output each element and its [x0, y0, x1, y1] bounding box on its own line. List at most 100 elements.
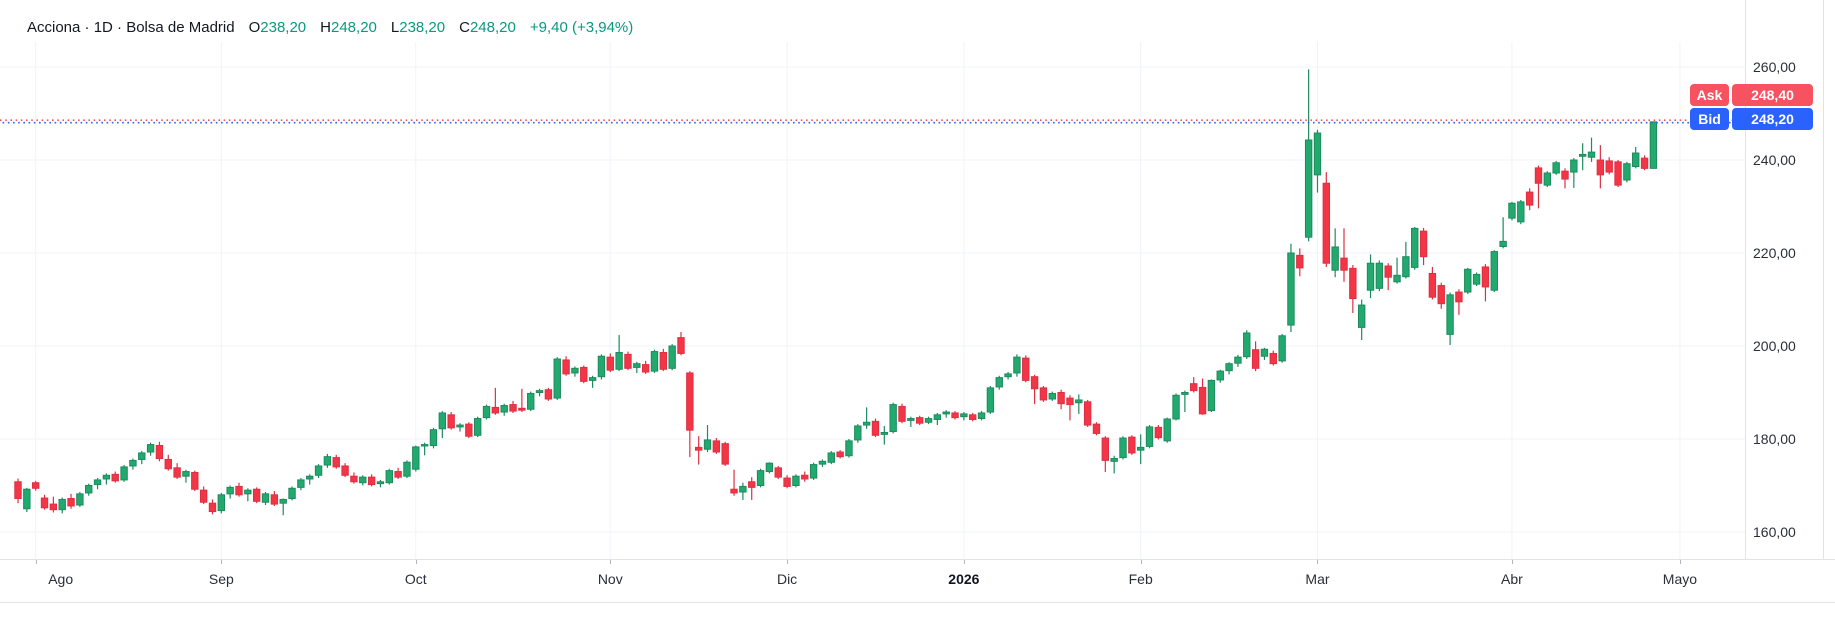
- candle: [76, 492, 84, 507]
- time-axis-label: Mar: [1305, 571, 1330, 587]
- candle-body: [76, 493, 84, 506]
- candle: [721, 441, 729, 466]
- candle: [1278, 333, 1286, 363]
- candle-body: [1154, 426, 1163, 439]
- candle-body: [783, 477, 791, 487]
- candle-body: [1481, 266, 1490, 288]
- candle-body: [155, 445, 164, 460]
- candle: [1578, 143, 1587, 171]
- candle: [1269, 350, 1277, 366]
- candle-body: [1101, 437, 1110, 461]
- candle-body: [1402, 256, 1410, 278]
- candle-body: [182, 471, 190, 477]
- candle-body: [1508, 202, 1516, 219]
- price-axis[interactable]: 260,00 240,00 220,00 200,00 180,00 160,00: [1745, 0, 1823, 603]
- candle-body: [1207, 379, 1216, 412]
- candle-body: [1119, 437, 1127, 459]
- candle: [862, 407, 871, 429]
- candle-body: [456, 424, 464, 428]
- candle: [1313, 129, 1322, 193]
- candle-body: [942, 411, 950, 415]
- candle-body: [394, 471, 402, 478]
- candle: [473, 416, 482, 438]
- candle: [1048, 391, 1056, 401]
- candle: [341, 463, 349, 478]
- candle-body: [624, 353, 632, 369]
- change-value: +9,40 (+3,94%): [529, 19, 634, 36]
- candle: [1287, 243, 1295, 333]
- candle: [120, 465, 128, 482]
- candle-body: [1534, 167, 1543, 184]
- candle-body: [1296, 254, 1304, 269]
- candle: [1119, 436, 1127, 460]
- candle-body: [1578, 153, 1587, 157]
- candle: [385, 468, 393, 485]
- candle: [1402, 241, 1410, 279]
- candle: [1022, 355, 1030, 383]
- candle-body: [1517, 201, 1525, 223]
- candle: [482, 404, 491, 420]
- candle-body: [1455, 291, 1463, 303]
- candle: [765, 462, 774, 474]
- candle: [500, 403, 508, 416]
- open-label: O: [248, 19, 261, 36]
- candle: [1136, 434, 1145, 465]
- candle-body: [739, 485, 747, 493]
- candle: [429, 427, 438, 449]
- candle-body: [756, 470, 765, 486]
- time-axis-label: Ago: [48, 571, 74, 587]
- candle-body: [995, 377, 1003, 388]
- candle-body: [748, 481, 756, 488]
- candle: [465, 422, 473, 439]
- candle: [323, 453, 332, 468]
- candle: [1172, 393, 1180, 421]
- candle: [1030, 374, 1039, 405]
- candle-body: [1013, 356, 1021, 374]
- candle-body: [544, 389, 553, 400]
- candle: [509, 400, 517, 413]
- candle-body: [668, 345, 676, 369]
- candle-body: [403, 461, 411, 477]
- time-axis-tick: [1511, 560, 1513, 564]
- ask-badge[interactable]: Ask 248,40: [1690, 83, 1813, 106]
- bid-badge[interactable]: Bid 248,20: [1690, 107, 1813, 130]
- candle: [420, 442, 429, 456]
- candle: [49, 496, 58, 513]
- candle-body: [1066, 397, 1074, 406]
- candle-body: [58, 498, 66, 511]
- candle-body: [102, 474, 111, 480]
- candle-body: [1331, 246, 1339, 271]
- candle-body: [801, 474, 809, 480]
- candle-body: [809, 464, 818, 479]
- candle-body: [686, 372, 694, 431]
- symbol-title[interactable]: Acciona · 1D · Bolsa de Madrid: [27, 19, 235, 36]
- candle: [191, 470, 199, 492]
- bid-value: 248,20: [1732, 107, 1813, 130]
- candle: [942, 410, 950, 418]
- candle: [1340, 228, 1348, 282]
- candle: [1243, 330, 1251, 360]
- time-axis[interactable]: Ago Sep Oct Nov Dic 2026 Feb Mar Abr Mayo: [0, 559, 1835, 603]
- candle-body: [23, 488, 31, 510]
- candle: [1110, 455, 1118, 474]
- candle-body: [323, 456, 332, 466]
- candle: [1472, 272, 1481, 287]
- candle-body: [376, 481, 385, 485]
- time-axis-label: Mayo: [1662, 571, 1698, 587]
- candle: [155, 441, 164, 462]
- candle-body: [712, 440, 721, 453]
- candle: [1428, 266, 1437, 300]
- candle: [173, 463, 181, 479]
- candle: [1614, 160, 1622, 187]
- candle-body: [898, 405, 906, 422]
- candle-body: [880, 431, 889, 435]
- candle-body: [518, 407, 526, 411]
- candle: [641, 360, 650, 374]
- candle-body: [49, 503, 58, 511]
- candle: [199, 486, 208, 505]
- candle: [650, 349, 659, 373]
- candle-body: [1349, 267, 1357, 300]
- candle-body: [1614, 161, 1622, 186]
- candle-body: [659, 352, 668, 370]
